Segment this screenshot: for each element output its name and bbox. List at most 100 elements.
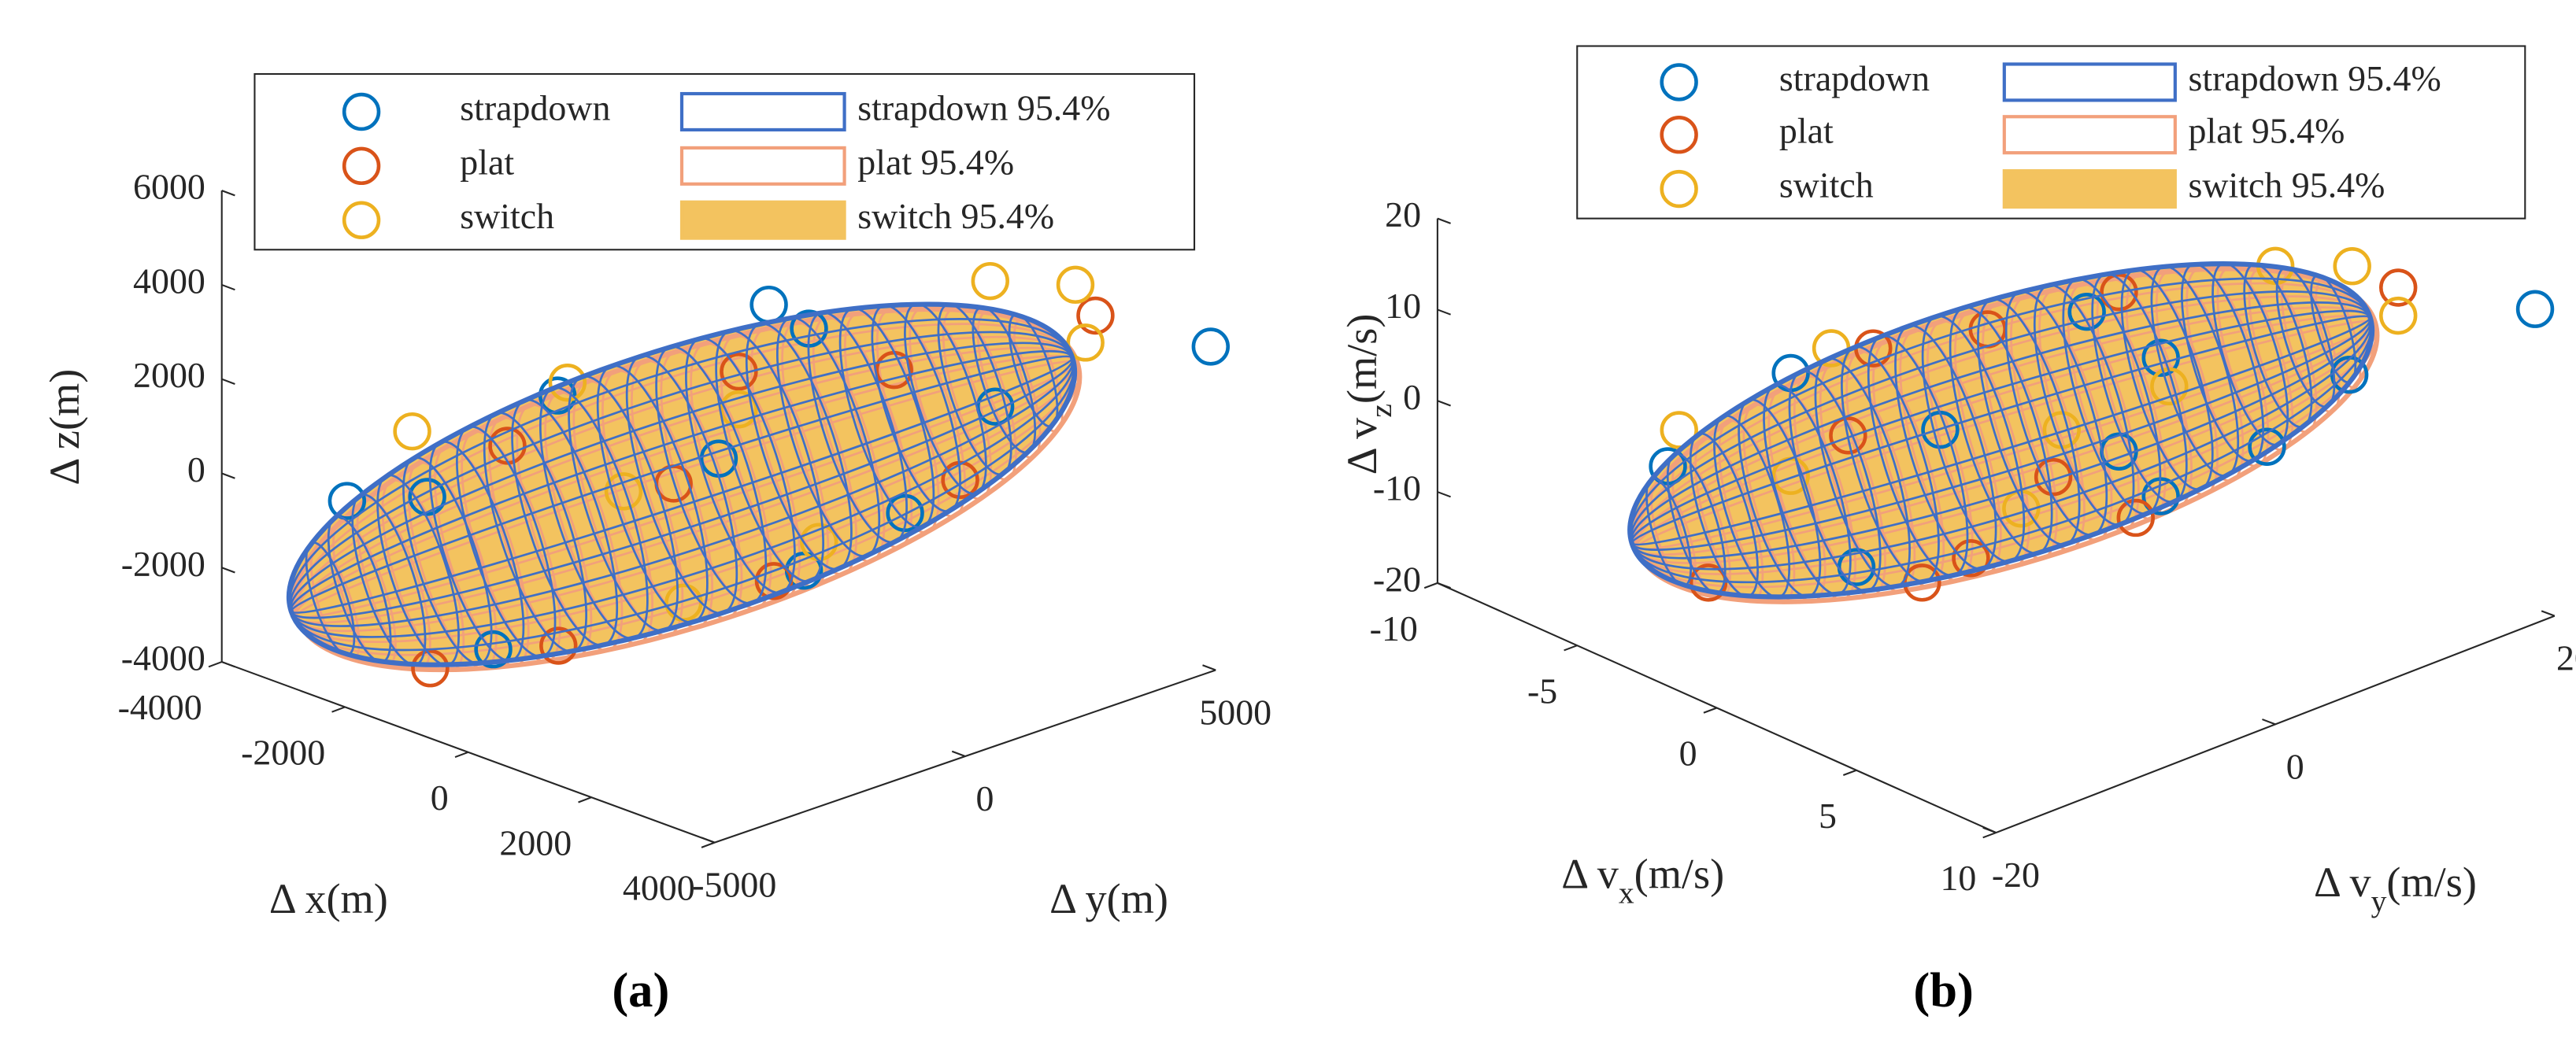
data-point — [1076, 296, 1115, 335]
data-point — [328, 482, 367, 520]
legend-label: switch — [1779, 165, 1874, 205]
data-point — [749, 285, 788, 324]
axis-label-part: Δ v — [1339, 417, 1386, 475]
caption: (b) — [1913, 962, 1974, 1018]
y-tick — [2262, 718, 2276, 726]
x-tick — [578, 796, 592, 803]
data-point — [393, 412, 431, 451]
y-tick-label: -5000 — [692, 865, 776, 905]
axis-label: Δ z(m) — [41, 369, 88, 486]
z-tick-label: 4000 — [133, 260, 205, 301]
data-point — [1056, 265, 1095, 305]
z-tick — [1437, 491, 1451, 498]
ellipsoid — [286, 301, 1078, 667]
z-tick — [221, 283, 235, 291]
axis-label: Δ vy(m/s) — [2314, 859, 2477, 918]
legend-marker — [342, 146, 381, 186]
axis-label-part: (m/s) — [1634, 851, 1725, 898]
z-tick-label: -20 — [1373, 559, 1421, 599]
x-tick-label: 2000 — [499, 822, 572, 863]
z-tick-label: 0 — [1403, 377, 1421, 417]
legend-marker — [1660, 63, 1698, 102]
x-tick — [1842, 769, 1857, 777]
legend-label: plat — [1779, 111, 1834, 151]
x-tick — [1982, 832, 1997, 839]
y-tick-label: -20 — [1992, 855, 2040, 895]
z-tick-label: -2000 — [121, 544, 205, 584]
data-point — [1066, 323, 1105, 362]
x-tick-label: 4000 — [623, 868, 695, 908]
z-tick-label: 6000 — [133, 167, 205, 207]
z-tick — [221, 661, 235, 668]
x-tick-label: 10 — [1940, 858, 1976, 898]
data-point — [720, 352, 758, 391]
x-tick — [208, 661, 223, 668]
y-tick — [1982, 826, 1997, 834]
z-tick-label: -10 — [1373, 468, 1421, 508]
y-tick-label: 20 — [2556, 638, 2576, 678]
y-axis — [714, 669, 1216, 844]
legend-swatch — [2002, 115, 2177, 155]
legend-swatch — [2002, 62, 2177, 102]
legend-label: strapdown 95.4% — [857, 88, 1110, 128]
y-tick-label: 0 — [976, 778, 994, 818]
ellipsoid — [1627, 261, 2375, 600]
axis-label-part: (m/s) — [1339, 314, 1386, 404]
data-point — [2100, 272, 2138, 312]
z-tick — [1437, 400, 1451, 407]
legend-swatch — [2002, 169, 2177, 209]
z-tick — [221, 472, 235, 479]
data-point — [539, 626, 578, 665]
y-tick — [2541, 610, 2556, 617]
axis-label: Δ vz(m/s) — [1339, 314, 1399, 475]
axis-label: Δ y(m) — [1049, 875, 1168, 922]
x-tick-label: 0 — [431, 778, 449, 818]
legend-label: switch 95.4% — [2189, 165, 2385, 205]
x-tick — [1703, 707, 1718, 714]
x-tick-label: 5 — [1819, 796, 1837, 836]
data-point — [2379, 268, 2418, 307]
legend-marker — [342, 92, 381, 131]
x-tick-label: -10 — [1370, 608, 1418, 648]
legend-label: plat — [460, 142, 514, 182]
data-point — [1952, 539, 1990, 578]
data-point — [2116, 498, 2155, 537]
z-tick-label: 2000 — [133, 355, 205, 395]
legend-label: plat 95.4% — [2189, 111, 2345, 151]
x-tick-label: -4000 — [118, 687, 202, 727]
axis-label-part: Δ v — [1561, 851, 1619, 898]
y-tick-label: 0 — [2286, 746, 2304, 786]
x-tick — [701, 841, 716, 848]
data-point — [2067, 292, 2106, 331]
z-tick-label: 10 — [1385, 286, 1421, 326]
z-tick — [221, 567, 235, 574]
legend-marker — [1660, 115, 1698, 154]
x-tick — [1423, 582, 1438, 589]
caption: (a) — [612, 962, 669, 1018]
data-point — [975, 387, 1015, 426]
axis-label-part: (m/s) — [2386, 859, 2477, 906]
z-tick-label: 0 — [187, 449, 205, 489]
z-tick — [1437, 308, 1451, 316]
x-tick-label: -5 — [1527, 670, 1557, 711]
legend-label: strapdown 95.4% — [2189, 58, 2441, 98]
data-point — [720, 390, 758, 429]
z-tick — [1437, 582, 1451, 589]
legend-swatch — [679, 200, 846, 240]
axis-label-subscript: x — [1619, 876, 1634, 911]
data-point — [1191, 327, 1231, 366]
z-tick — [1437, 217, 1451, 224]
ellipsoid-outline — [286, 301, 1078, 667]
axis-label-subscript: y — [2371, 884, 2387, 918]
y-tick — [1202, 664, 1216, 671]
y-tick — [701, 837, 716, 844]
x-tick — [1564, 645, 1578, 652]
axis-label-part: Δ v — [2314, 859, 2371, 906]
axis-label: Δ x(m) — [269, 875, 388, 922]
ellipsoid-outline — [1627, 261, 2375, 600]
z-tick — [221, 190, 235, 197]
data-point — [2333, 247, 2371, 286]
data-point — [411, 648, 450, 688]
data-point — [2034, 457, 2073, 497]
z-tick — [221, 378, 235, 385]
